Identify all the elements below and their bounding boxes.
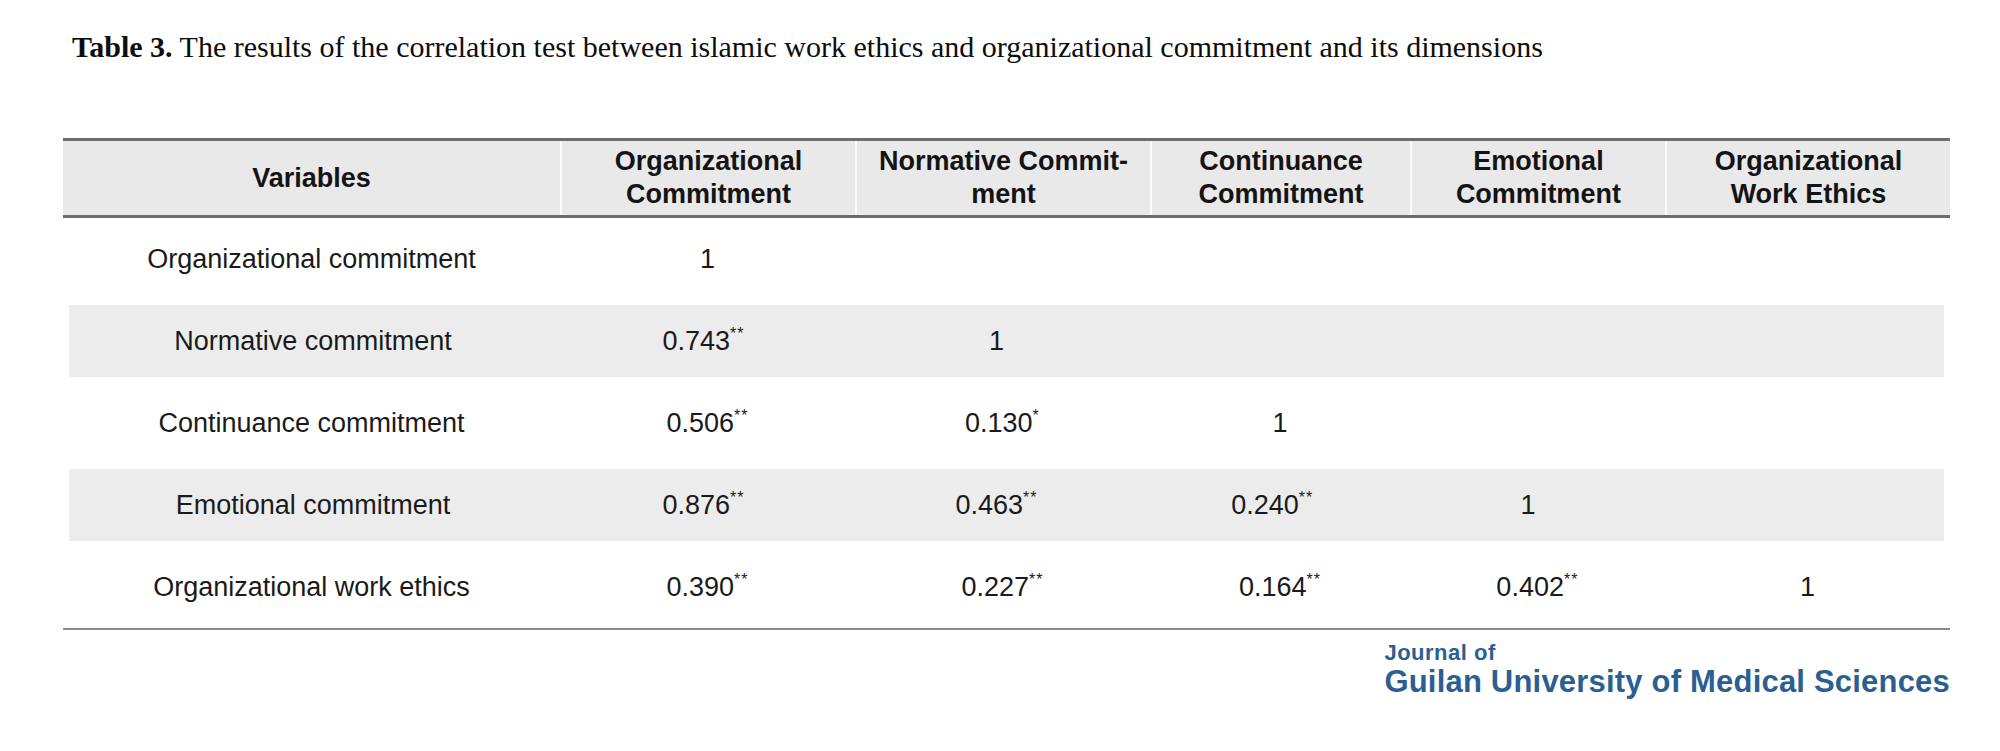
- value-number: 0.506: [666, 408, 734, 438]
- row-label: Normative commitment: [69, 326, 557, 357]
- column-header-line: Emotional: [1473, 145, 1604, 178]
- journal-logo-line1: Journal of: [1384, 640, 1950, 665]
- significance-asterisks: **: [1029, 571, 1043, 588]
- column-header-line: Work Ethics: [1731, 178, 1887, 211]
- significance-asterisks: **: [1299, 489, 1313, 506]
- value-number: 0.743: [662, 326, 730, 356]
- correlation-value: 1: [1665, 572, 1950, 603]
- column-header-line: Variables: [252, 162, 371, 195]
- correlation-value: 1: [850, 326, 1143, 357]
- value-number: 0.130: [965, 408, 1033, 438]
- significance-asterisks: *: [1033, 407, 1040, 424]
- row-label: Organizational commitment: [63, 244, 560, 275]
- column-header-line: Commitment: [1456, 178, 1621, 211]
- value-number: 0.876: [662, 490, 730, 520]
- column-header: EmotionalCommitment: [1410, 141, 1665, 215]
- table-number: Table 3.: [72, 30, 173, 63]
- correlation-value: 0.240**: [1143, 490, 1401, 521]
- value-number: 0.227: [961, 572, 1029, 602]
- table-caption: Table 3. The results of the correlation …: [72, 27, 1543, 67]
- correlation-value: 0.402**: [1410, 572, 1665, 603]
- journal-logo-line2: Guilan University of Medical Sciences: [1384, 665, 1950, 698]
- significance-asterisks: **: [1023, 489, 1037, 506]
- significance-asterisks: **: [734, 407, 748, 424]
- significance-asterisks: **: [1306, 571, 1320, 588]
- table-caption-text: The results of the correlation test betw…: [173, 30, 1543, 63]
- significance-asterisks: **: [1564, 571, 1578, 588]
- correlation-value: 0.164**: [1150, 572, 1410, 603]
- column-header-line: Continuance: [1199, 145, 1363, 178]
- correlation-value: 1: [1401, 490, 1654, 521]
- column-header-line: Commitment: [626, 178, 791, 211]
- significance-asterisks: **: [734, 571, 748, 588]
- correlation-value: 0.390**: [560, 572, 855, 603]
- correlation-value: 0.743**: [557, 326, 850, 357]
- value-number: 1: [1521, 490, 1536, 520]
- column-header-line: ment: [971, 178, 1036, 211]
- significance-asterisks: **: [730, 325, 744, 342]
- column-header-line: Organizational: [1715, 145, 1903, 178]
- value-number: 0.390: [666, 572, 734, 602]
- table-row: Emotional commitment0.876**0.463**0.240*…: [63, 464, 1950, 546]
- table-body: Organizational commitment 1 Normative comm…: [63, 218, 1950, 630]
- table-row: Continuance commitment0.506**0.130*1: [63, 382, 1950, 464]
- significance-asterisks: **: [730, 489, 744, 506]
- correlation-value: 0.130*: [855, 408, 1150, 439]
- correlation-value: 1: [1150, 408, 1410, 439]
- value-number: 0.402: [1496, 572, 1564, 602]
- column-header: Normative Commit-ment: [855, 141, 1150, 215]
- column-header-line: Commitment: [1198, 178, 1363, 211]
- correlation-table: VariablesOrganizationalCommitmentNormati…: [63, 138, 1950, 630]
- column-header: OrganizationalWork Ethics: [1665, 141, 1950, 215]
- journal-logo: Journal of Guilan University of Medical …: [1384, 640, 1950, 698]
- correlation-value: 0.876**: [557, 490, 850, 521]
- column-header: ContinuanceCommitment: [1150, 141, 1410, 215]
- value-number: 1: [989, 326, 1004, 356]
- table-header-row: VariablesOrganizationalCommitmentNormati…: [63, 138, 1950, 218]
- value-number: 0.463: [955, 490, 1023, 520]
- table-row: Organizational work ethics0.390**0.227**…: [63, 546, 1950, 628]
- table-row: Organizational commitment 1: [63, 218, 1950, 300]
- table-row: Normative commitment0.743**1: [63, 300, 1950, 382]
- value-number: 0.240: [1231, 490, 1299, 520]
- row-label: Organizational work ethics: [63, 572, 560, 603]
- column-header: Variables: [63, 141, 560, 215]
- correlation-value: 0.506**: [560, 408, 855, 439]
- row-label: Continuance commitment: [63, 408, 560, 439]
- correlation-value: 0.463**: [850, 490, 1143, 521]
- column-header: OrganizationalCommitment: [560, 141, 855, 215]
- column-header-line: Normative Commit-: [879, 145, 1128, 178]
- value-number: 1: [700, 244, 715, 274]
- value-number: 0.164: [1239, 572, 1307, 602]
- value-number: 1: [1272, 408, 1287, 438]
- column-header-line: Organizational: [615, 145, 803, 178]
- value-number: 1: [1800, 572, 1815, 602]
- correlation-value: 0.227**: [855, 572, 1150, 603]
- row-label: Emotional commitment: [69, 490, 557, 521]
- correlation-value: 1: [560, 244, 855, 275]
